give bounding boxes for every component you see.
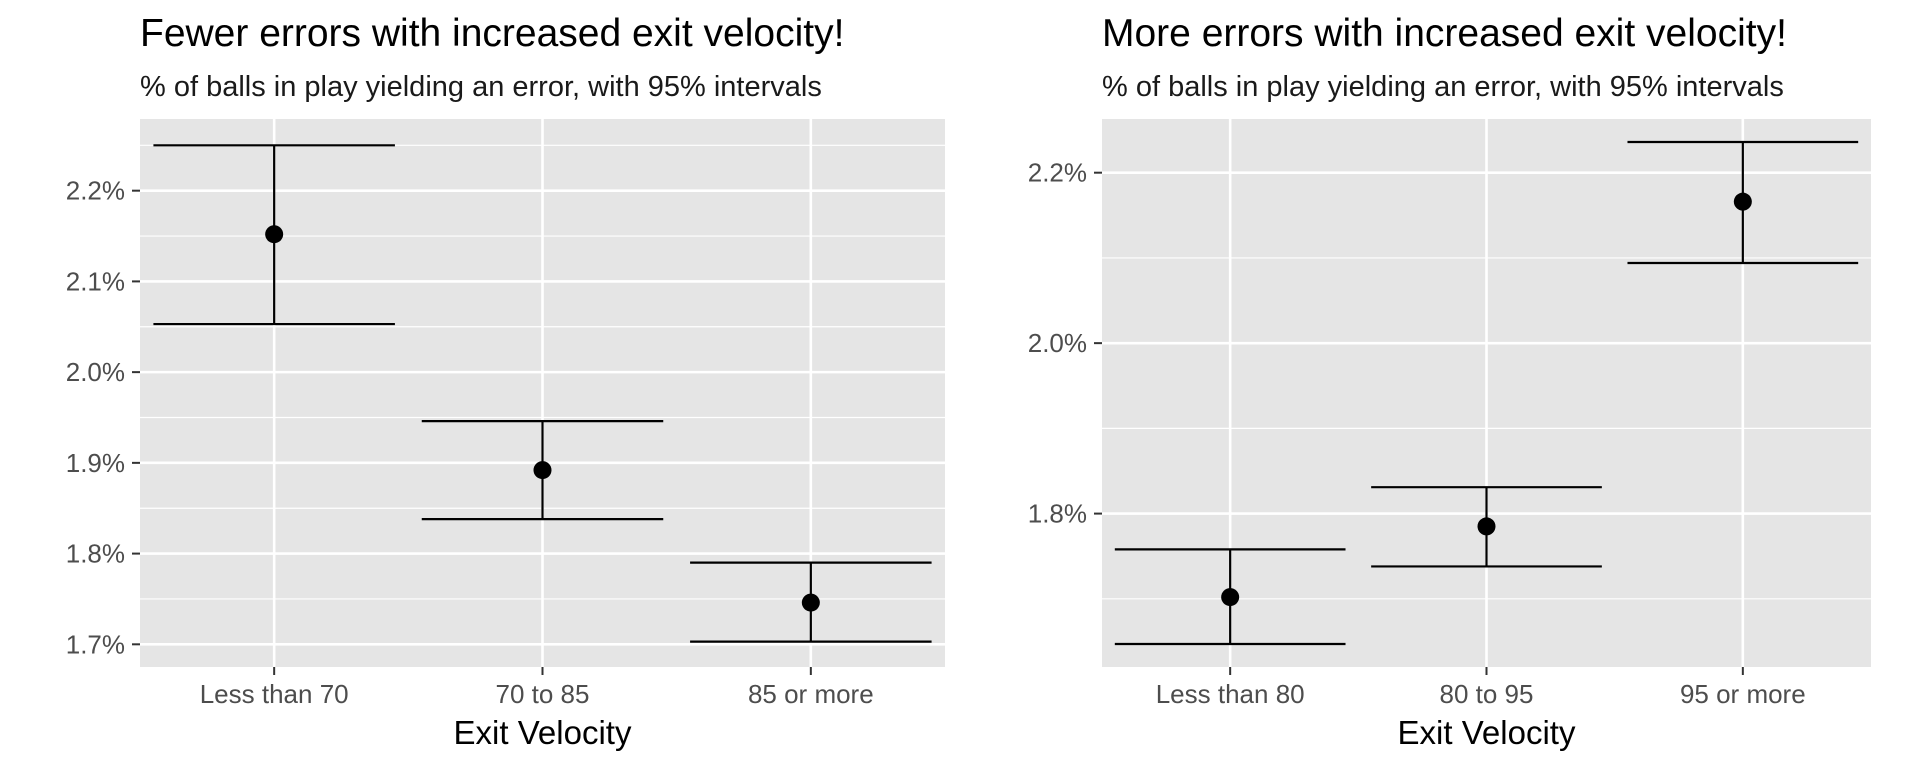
chart-panel-2: More errors with increased exit velocity… xyxy=(1028,12,1871,751)
chart-panel-1: Fewer errors with increased exit velocit… xyxy=(66,12,945,751)
x-tick-label: 95 or more xyxy=(1680,679,1806,709)
data-point xyxy=(1733,192,1752,211)
x-tick-label: 80 to 95 xyxy=(1440,679,1534,709)
y-tick-label: 1.8% xyxy=(66,539,125,569)
chart-title: Fewer errors with increased exit velocit… xyxy=(140,12,844,55)
data-point xyxy=(265,225,284,244)
y-tick-label: 2.2% xyxy=(1028,158,1087,188)
data-point xyxy=(1477,517,1496,536)
x-axis-title: Exit Velocity xyxy=(454,714,632,751)
y-tick-label: 2.2% xyxy=(66,176,125,206)
data-point xyxy=(801,593,820,612)
y-tick-label: 2.0% xyxy=(1028,328,1087,358)
y-tick-label: 2.1% xyxy=(66,266,125,296)
data-point xyxy=(1221,588,1240,607)
y-tick-label: 2.0% xyxy=(66,357,125,387)
x-tick-label: Less than 80 xyxy=(1156,679,1305,709)
x-tick-label: 70 to 85 xyxy=(496,679,590,709)
chart-subtitle: % of balls in play yielding an error, wi… xyxy=(140,71,822,103)
x-axis-title: Exit Velocity xyxy=(1398,714,1576,751)
y-tick-label: 1.9% xyxy=(66,448,125,478)
data-point xyxy=(533,461,552,480)
chart-subtitle: % of balls in play yielding an error, wi… xyxy=(1102,71,1784,103)
x-tick-label: Less than 70 xyxy=(200,679,349,709)
y-tick-label: 1.7% xyxy=(66,629,125,659)
chart-title: More errors with increased exit velocity… xyxy=(1102,12,1787,55)
x-tick-label: 85 or more xyxy=(748,679,874,709)
y-tick-label: 1.8% xyxy=(1028,499,1087,529)
